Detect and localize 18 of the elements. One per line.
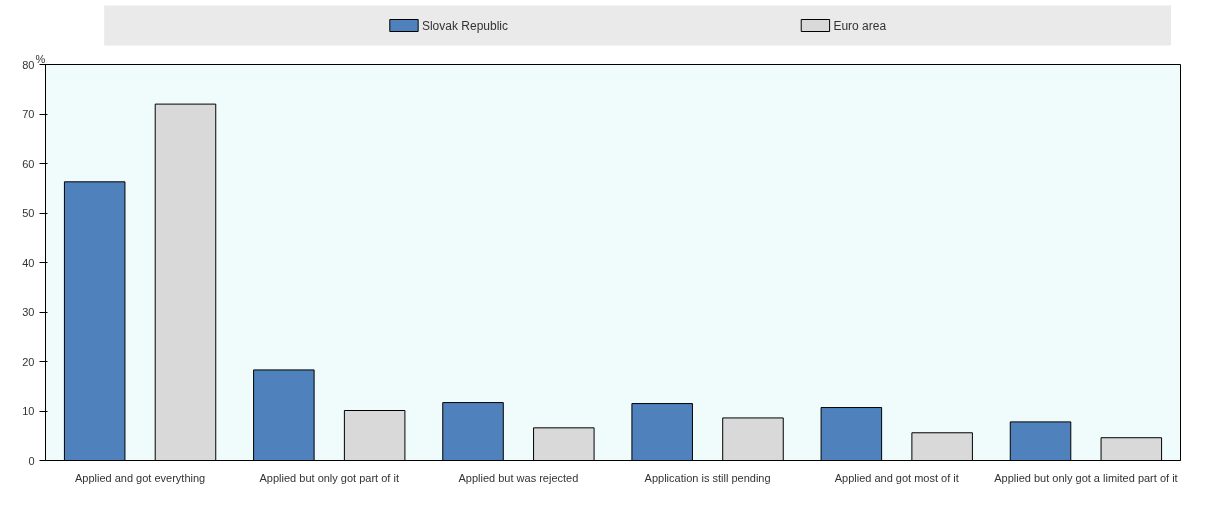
x-tick-label: Applied but was rejected: [458, 471, 579, 484]
x-tick-label: Applied but only got part of it: [259, 471, 399, 484]
x-tick-label: Applied but only got a limited part of it: [994, 471, 1178, 484]
x-tick-label: Applied and got everything: [74, 471, 206, 484]
legend-label: Euro area: [833, 18, 887, 33]
y-tick-label: 50: [22, 207, 35, 219]
y-tick-label: 80: [22, 58, 35, 71]
y-tick-label: 10: [22, 405, 35, 417]
y-tick-label: 30: [22, 306, 35, 318]
y-axis-title: %: [35, 52, 46, 65]
y-tick-label: 60: [22, 157, 35, 170]
x-tick-label: Applied and got most of it: [834, 471, 959, 484]
y-tick-label: 70: [22, 108, 35, 120]
y-tick-label: 40: [22, 256, 35, 269]
y-tick-label: 0: [28, 454, 35, 467]
x-tick-label: Application is still pending: [644, 471, 771, 484]
legend-label: Slovak Republic: [421, 18, 508, 33]
y-tick-label: 20: [22, 355, 35, 368]
